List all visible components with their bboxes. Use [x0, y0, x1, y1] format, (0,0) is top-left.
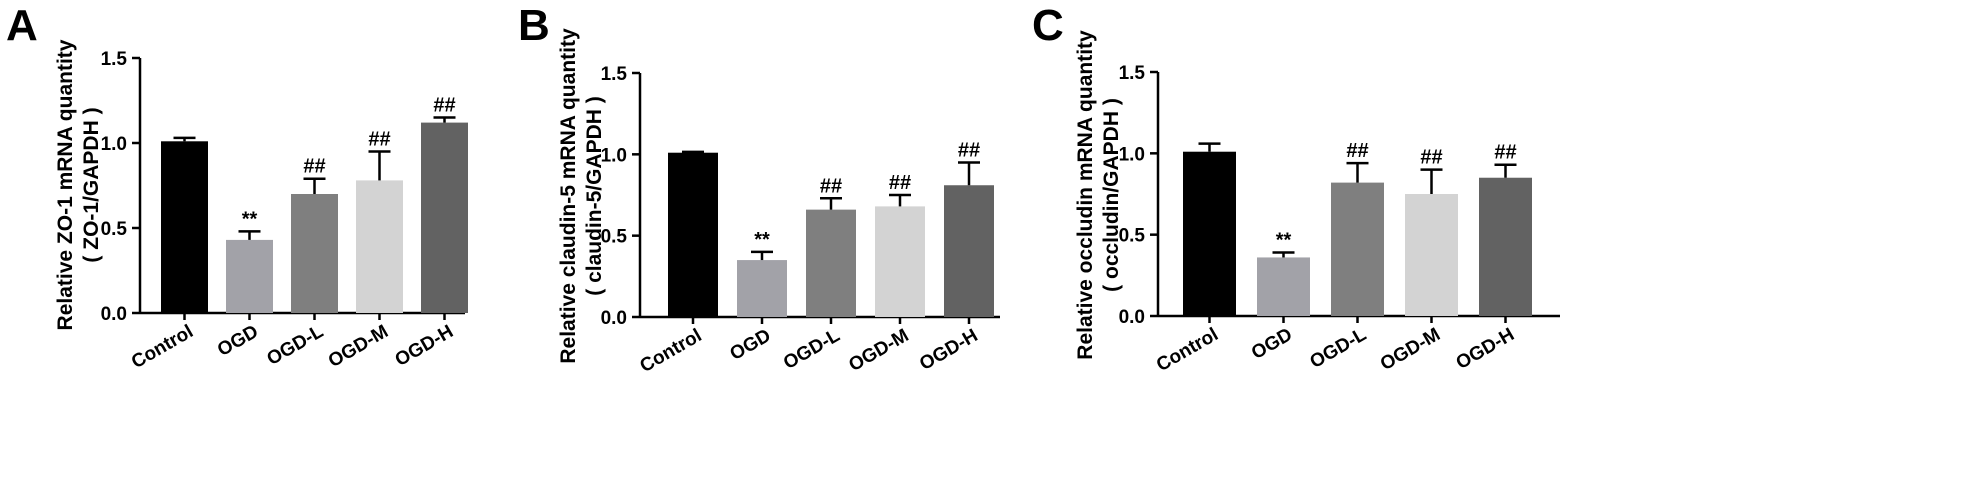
- y-tick-label: 0.0: [1119, 307, 1145, 328]
- y-axis-label-line-2: ( occludin/GAPDH ): [1100, 98, 1123, 292]
- significance-label: ##: [889, 172, 911, 194]
- bar-ogd-m: [356, 180, 403, 313]
- significance-label: ##: [958, 139, 980, 161]
- bar-ogd: [737, 260, 787, 317]
- panel-letter: C: [1032, 1, 1064, 50]
- bar-ogd-l: [291, 194, 338, 313]
- bar-ogd-l: [1331, 182, 1384, 316]
- x-tick-label: OGD-L: [780, 325, 844, 374]
- chart-panel-a: A Relative ZO-1 mRNA quantity ( ZO-1/GAP…: [6, 1, 468, 373]
- bar-ogd-m: [1405, 194, 1458, 316]
- y-tick-label: 1.5: [1119, 63, 1146, 84]
- y-tick-label: 0.5: [1119, 226, 1146, 247]
- y-tick-label: 0.5: [601, 227, 628, 248]
- bar-ogd: [1257, 257, 1310, 316]
- y-tick-label: 0.5: [101, 219, 128, 240]
- x-tick-label: OGD-L: [1306, 324, 1370, 373]
- bar-control: [668, 152, 718, 317]
- y-tick-label: 1.0: [601, 145, 627, 166]
- x-tick-label: OGD-M: [845, 325, 912, 376]
- y-tick-label: 1.5: [601, 64, 628, 85]
- y-axis-label-line-2: ( ZO-1/GAPDH ): [80, 107, 103, 262]
- x-tick-label: OGD-H: [1453, 324, 1518, 374]
- y-axis-label-line-1: Relative ZO-1 mRNA quantity: [54, 39, 77, 330]
- x-tick-label: OGD-H: [392, 321, 457, 371]
- bar-ogd-h: [1479, 177, 1532, 316]
- significance-label: ##: [368, 129, 390, 151]
- significance-label: ##: [1494, 142, 1516, 164]
- x-tick-label: OGD: [727, 325, 775, 365]
- x-tick-label: OGD-M: [325, 321, 392, 372]
- y-axis-label-line-1: Relative claudin-5 mRNA quantity: [557, 28, 580, 364]
- y-tick-label: 0.0: [101, 304, 127, 325]
- significance-label: ##: [303, 156, 325, 178]
- x-tick-label: OGD-M: [1377, 324, 1444, 375]
- bar-control: [1183, 151, 1236, 316]
- chart-panel-b: B Relative claudin-5 mRNA quantity ( cla…: [518, 1, 1000, 377]
- significance-label: **: [242, 208, 258, 230]
- significance-label: **: [1276, 230, 1292, 252]
- significance-label: ##: [433, 95, 455, 117]
- plot-area: 0.0 0.5 1.0 1.5 Control ** OGD ## OGD-L ## OGD-M ##…: [1119, 63, 1560, 376]
- x-tick-label: Control: [128, 321, 197, 373]
- panel-letter: A: [6, 1, 38, 50]
- significance-label: ##: [1346, 140, 1368, 162]
- bar-ogd-m: [875, 206, 925, 317]
- x-tick-label: OGD-H: [916, 325, 981, 375]
- y-axis-label-line-2: ( claudin-5/GAPDH ): [583, 96, 606, 296]
- y-tick-label: 1.0: [1119, 144, 1145, 165]
- significance-label: ##: [820, 175, 842, 197]
- panel-letter: B: [518, 1, 550, 50]
- x-tick-label: Control: [637, 325, 706, 377]
- bar-ogd-l: [806, 209, 856, 317]
- plot-area: 0.0 0.5 1.0 1.5 Control ** OGD ## OGD-L ## OGD-M ##…: [601, 64, 1000, 377]
- y-tick-label: 1.5: [101, 49, 128, 70]
- bar-control: [161, 141, 208, 313]
- y-axis-label-line-1: Relative occludin mRNA quantity: [1074, 30, 1097, 360]
- significance-label: **: [754, 229, 770, 251]
- chart-panel-c: C Relative occludin mRNA quantity ( occl…: [1032, 1, 1560, 376]
- bar-ogd-h: [421, 122, 468, 313]
- x-tick-label: OGD: [214, 321, 262, 361]
- x-tick-label: OGD: [1248, 324, 1296, 364]
- plot-area: 0.0 0.5 1.0 1.5 Control ** OGD ## OGD-L ## OGD-M ##…: [101, 49, 468, 373]
- significance-label: ##: [1420, 147, 1442, 169]
- x-tick-label: Control: [1153, 324, 1222, 376]
- bar-ogd: [226, 239, 273, 313]
- y-tick-label: 1.0: [101, 134, 127, 155]
- bar-ogd-h: [944, 185, 994, 317]
- x-tick-label: OGD-L: [263, 321, 327, 370]
- y-tick-label: 0.0: [601, 308, 627, 329]
